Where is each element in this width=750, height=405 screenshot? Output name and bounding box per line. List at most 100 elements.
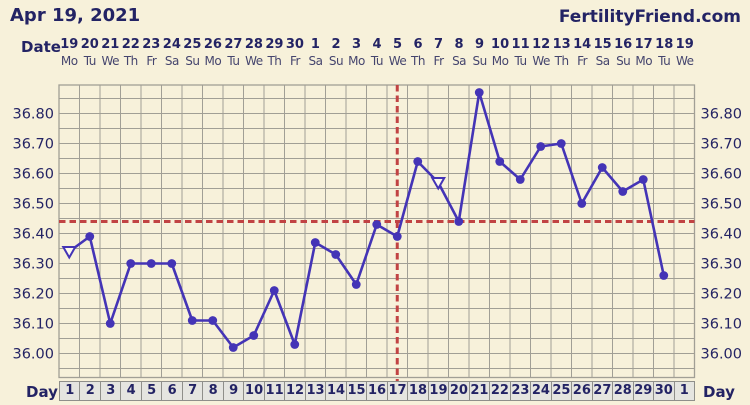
cycle-day-cell[interactable]: 26 <box>571 381 592 401</box>
date-cell: 11 <box>511 37 530 52</box>
cycle-day-cell[interactable]: 12 <box>284 381 305 401</box>
weekday-cell: Su <box>185 54 200 68</box>
temp-point-marker <box>331 250 341 259</box>
cycle-day-cell[interactable]: 17 <box>386 381 408 401</box>
cycle-day-cell[interactable]: 27 <box>591 381 613 401</box>
y-tick-left: 36.00 <box>12 347 54 363</box>
temp-point-marker <box>351 280 361 289</box>
cycle-day-cell[interactable]: 2 <box>79 381 100 401</box>
cycle-day-cell[interactable]: 1 <box>59 381 80 401</box>
y-tick-left: 36.10 <box>12 317 54 333</box>
cycle-day-cell[interactable]: 18 <box>407 381 428 401</box>
weekday-cell: Fr <box>146 54 157 68</box>
date-cell: 1 <box>310 37 320 52</box>
temp-point-marker <box>515 175 525 184</box>
weekday-cell: Fr <box>433 54 444 68</box>
cycle-day-cell[interactable]: 24 <box>530 381 551 401</box>
cycle-day-cell[interactable]: 21 <box>468 381 490 401</box>
weekday-cell: Tu <box>83 54 97 68</box>
weekday-cell: We <box>532 54 550 68</box>
weekday-cell: Su <box>472 54 487 68</box>
cycle-day-cell[interactable]: 29 <box>632 381 654 401</box>
date-cell: 24 <box>162 37 181 52</box>
cycle-day-cell[interactable]: 25 <box>550 381 572 401</box>
date-cell: 26 <box>203 37 222 52</box>
weekday-cell: Tu <box>658 54 671 68</box>
date-cell: 29 <box>265 37 284 52</box>
temp-triangle-marker <box>430 177 446 191</box>
weekday-cell: Th <box>411 54 425 68</box>
cycle-day-cell[interactable]: 1 <box>673 381 696 401</box>
weekday-cell: Tu <box>227 54 240 68</box>
cycle-day-cell[interactable]: 14 <box>325 381 346 401</box>
temp-point-marker <box>187 316 197 325</box>
cycle-day-cell[interactable]: 19 <box>427 381 449 401</box>
fertilityfriend-logo-link[interactable]: FertilityFriend.com <box>558 7 741 27</box>
temp-point-marker <box>413 157 423 166</box>
cycle-day-cell[interactable]: 28 <box>612 381 633 401</box>
cycle-day-cell[interactable]: 22 <box>489 381 510 401</box>
cycle-day-cell[interactable]: 16 <box>366 381 387 401</box>
date-cell: 5 <box>392 37 403 52</box>
weekday-cell: Th <box>123 54 138 68</box>
cycle-day-cell[interactable]: 8 <box>202 381 223 401</box>
date-cell: 15 <box>593 37 612 52</box>
y-tick-right: 36.20 <box>701 287 743 303</box>
weekday-cell: Mo <box>491 54 509 68</box>
weekday-cell: Su <box>328 54 344 68</box>
temp-point-marker <box>167 259 177 268</box>
weekday-cell: Sa <box>308 54 323 68</box>
cycle-day-cell[interactable]: 4 <box>120 381 141 401</box>
y-tick-right: 36.70 <box>701 137 743 153</box>
weekday-cell: Fr <box>289 54 300 68</box>
weekday-cell: Mo <box>60 54 78 68</box>
y-tick-left: 36.60 <box>12 167 54 183</box>
weekday-cell: Mo <box>635 54 653 68</box>
y-tick-left: 36.20 <box>12 287 54 303</box>
y-tick-right: 36.40 <box>701 227 743 243</box>
y-tick-right: 36.00 <box>701 347 743 363</box>
temp-point-marker <box>105 319 115 328</box>
temp-point-marker <box>208 316 218 325</box>
cycle-day-cell[interactable]: 30 <box>653 381 674 401</box>
weekday-cell: Th <box>554 54 569 68</box>
temp-point-marker <box>597 163 607 172</box>
cycle-day-cell[interactable]: 7 <box>181 381 203 401</box>
temp-point-marker <box>638 175 648 184</box>
date-cell: 19 <box>675 37 694 52</box>
date-cell: 28 <box>244 37 263 52</box>
date-cell: 27 <box>224 37 243 52</box>
cycle-day-cell[interactable]: 13 <box>304 381 326 401</box>
temp-point-marker <box>577 199 587 208</box>
cycle-day-cell[interactable]: 15 <box>345 381 367 401</box>
cycle-day-cell[interactable]: 11 <box>263 381 285 401</box>
weekday-cell: We <box>675 54 694 68</box>
date-cell: 13 <box>552 37 571 52</box>
weekday-cell: Mo <box>204 54 222 68</box>
cycle-day-cell[interactable]: 6 <box>161 381 182 401</box>
date-cell: 7 <box>434 37 444 52</box>
weekday-cell: Th <box>267 54 282 68</box>
temp-point-marker <box>249 331 259 340</box>
date-axis-label: Date <box>21 38 61 56</box>
y-tick-left: 36.40 <box>12 227 54 243</box>
cycle-day-cell[interactable]: 5 <box>140 381 162 401</box>
cycle-day-cell[interactable]: 9 <box>222 381 244 401</box>
date-cell: 12 <box>532 37 551 52</box>
day-axis-label-left: Day <box>26 383 58 401</box>
y-tick-left: 36.80 <box>12 107 54 123</box>
cycle-day-cell[interactable]: 20 <box>448 381 469 401</box>
cycle-day-cell[interactable]: 10 <box>243 381 264 401</box>
temp-point-marker <box>392 232 402 241</box>
cycle-day-cell[interactable]: 3 <box>99 381 121 401</box>
y-tick-right: 36.50 <box>701 197 743 213</box>
date-cell: 4 <box>372 37 382 52</box>
weekday-cell: Fr <box>577 54 588 68</box>
weekday-cell: Sa <box>452 54 467 68</box>
weekday-cell: Sa <box>595 54 610 68</box>
cycle-day-cell[interactable]: 23 <box>509 381 531 401</box>
date-cell: 22 <box>121 37 140 52</box>
y-tick-left: 36.50 <box>12 197 54 213</box>
